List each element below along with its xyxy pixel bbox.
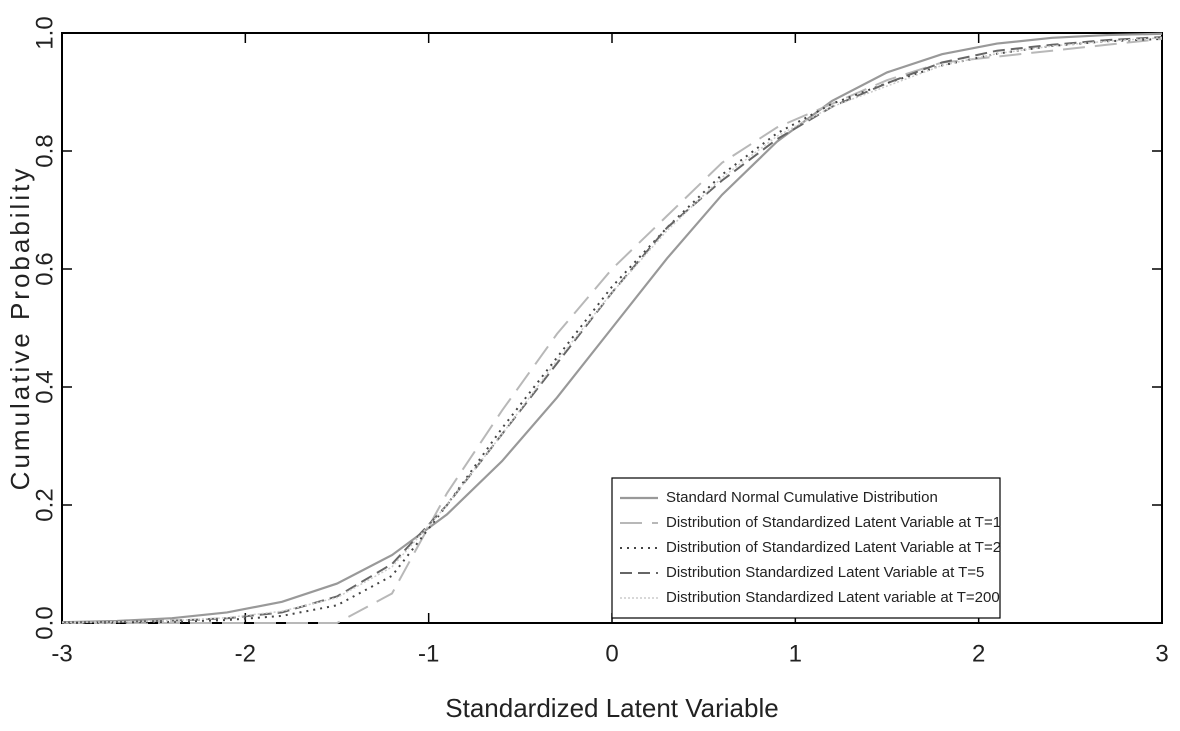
x-tick-label: 0 xyxy=(605,640,618,667)
x-tick-label: 2 xyxy=(972,640,985,667)
x-tick-label: -1 xyxy=(418,640,439,667)
legend-label: Standard Normal Cumulative Distribution xyxy=(666,489,938,506)
y-tick-label: 0.8 xyxy=(31,134,58,167)
y-tick-label: 0.4 xyxy=(31,370,58,403)
x-tick-label: -2 xyxy=(235,640,256,667)
y-tick-label: 0.0 xyxy=(31,606,58,639)
y-tick-label: 0.2 xyxy=(31,488,58,521)
x-tick-label: 1 xyxy=(789,640,802,667)
y-axis-title: Cumulative Probability xyxy=(5,166,35,491)
legend-label: Distribution of Standardized Latent Vari… xyxy=(666,539,1001,556)
series-line xyxy=(61,32,1163,624)
series-line xyxy=(61,36,1163,624)
series-line xyxy=(61,36,1163,624)
series-line xyxy=(61,37,1163,624)
y-tick-label: 0.6 xyxy=(31,252,58,285)
series-line xyxy=(62,37,1163,624)
x-tick-label: -3 xyxy=(51,640,72,667)
x-tick-label: 3 xyxy=(1155,640,1168,667)
legend-label: Distribution Standardized Latent Variabl… xyxy=(666,564,984,581)
x-axis-title: Standardized Latent Variable xyxy=(445,693,778,723)
legend-box xyxy=(611,477,1001,619)
y-tick-label: 1.0 xyxy=(31,16,58,49)
legend-label: Distribution Standardized Latent variabl… xyxy=(666,589,1000,606)
legend-label: Distribution of Standardized Latent Vari… xyxy=(666,514,1001,531)
